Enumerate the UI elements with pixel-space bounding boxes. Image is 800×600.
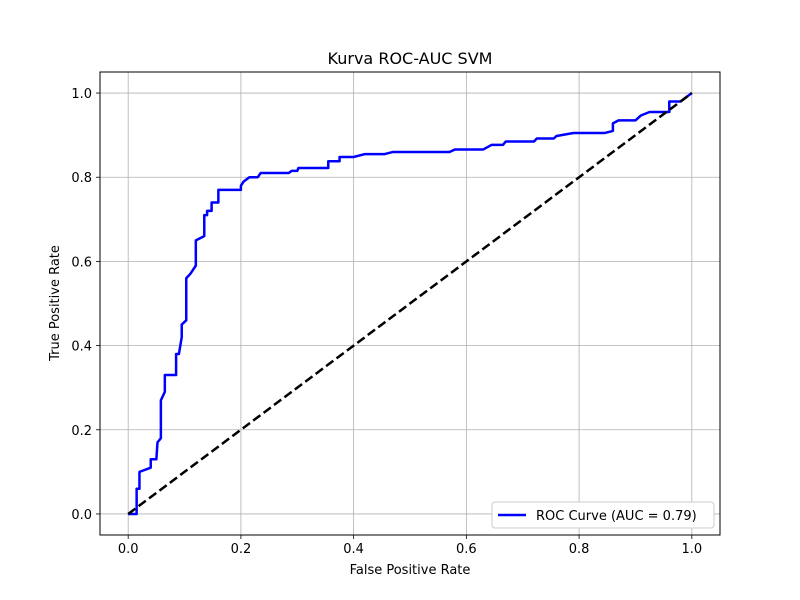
y-tick-label: 0.2: [71, 424, 92, 439]
x-tick-label: 0.0: [118, 542, 139, 557]
axis-ticks: 0.0 0.2 0.4 0.6 0.8 1.0 0.0 0.2 0.4 0.6 0.8 1.0: [71, 87, 702, 557]
legend-label: ROC Curve (AUC = 0.79): [536, 509, 697, 524]
x-tick-label: 0.2: [231, 542, 252, 557]
y-tick-label: 1.0: [71, 87, 92, 102]
plot-frame: [99, 71, 721, 536]
chart-title: Kurva ROC-AUC SVM: [328, 49, 493, 68]
y-tick-label: 0.6: [71, 255, 92, 270]
plot-series: [127, 92, 693, 516]
y-tick-label: 0.0: [71, 508, 92, 523]
chance-diagonal-line: [127, 92, 693, 515]
x-tick-label: 0.8: [569, 542, 590, 557]
legend: ROC Curve (AUC = 0.79): [491, 501, 715, 529]
roc-curve-line: [128, 92, 693, 516]
x-tick-label: 0.6: [456, 542, 477, 557]
x-axis-title: False Positive Rate: [350, 563, 471, 578]
legend-box: [491, 501, 715, 529]
x-tick-label: 0.4: [343, 542, 364, 557]
y-axis-title: True Positive Rate: [48, 245, 63, 362]
y-tick-label: 0.4: [71, 340, 92, 355]
x-tick-label: 1.0: [681, 542, 702, 557]
grid-lines: [100, 72, 720, 535]
y-tick-label: 0.8: [71, 171, 92, 186]
